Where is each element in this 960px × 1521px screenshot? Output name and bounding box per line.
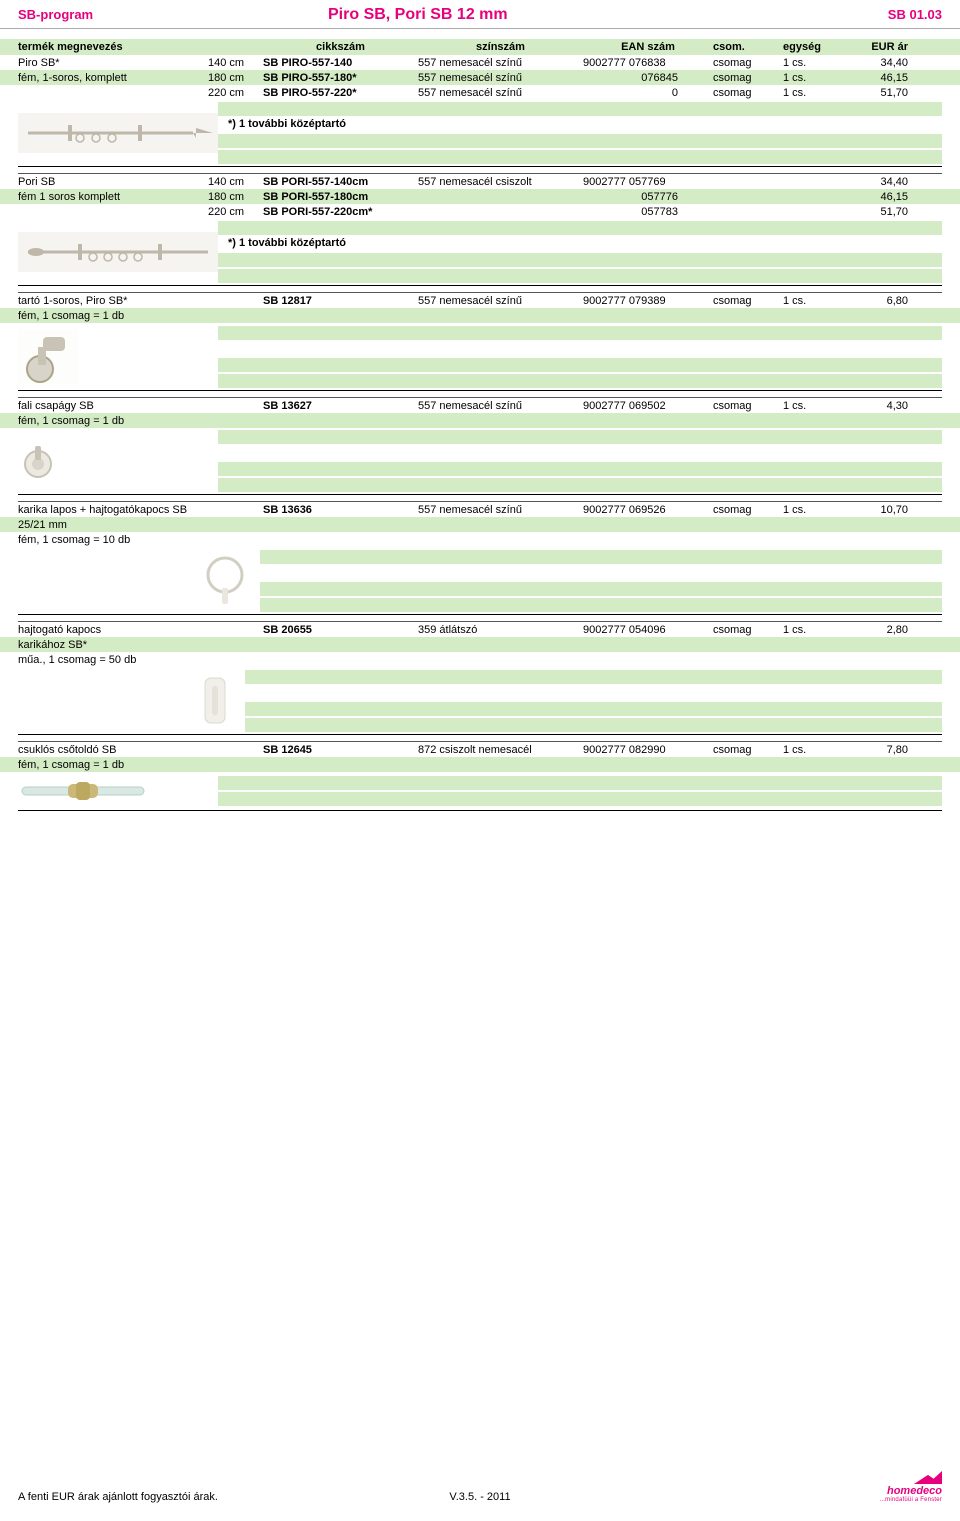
product-image-area: [0, 547, 960, 614]
table-row: fém, 1 csomag = 1 db: [0, 757, 960, 772]
table-row: csuklós csőtoldó SB SB 12645 872 csiszol…: [0, 742, 960, 757]
table-header: termék megnevezés cikkszám színszám EAN …: [0, 39, 960, 55]
product-image: [18, 774, 218, 808]
table-row: Pori SB 140 cm SB PORI-557-140cm 557 nem…: [0, 174, 960, 189]
product-image: [18, 228, 218, 276]
table-row: fém 1 soros komplett 180 cm SB PORI-557-…: [0, 189, 960, 204]
table-row: fali csapágy SB SB 13627 557 nemesacél s…: [0, 398, 960, 413]
logo-subtext: ...mindafüüi a Fenster: [880, 1497, 942, 1503]
product-image-area: [0, 323, 960, 390]
product-image: [200, 549, 260, 612]
page-footer: A fenti EUR árak ajánlott fogyasztói ára…: [18, 1471, 942, 1503]
table-row: Piro SB* 140 cm SB PIRO-557-140 557 neme…: [0, 55, 960, 70]
logo-icon: [914, 1471, 942, 1484]
th-egy: egység: [783, 41, 838, 53]
header-right: SB 01.03: [842, 7, 942, 22]
product-image: [200, 669, 245, 732]
page-header: SB-program Piro SB, Pori SB 12 mm SB 01.…: [0, 0, 960, 29]
th-cikk: cikkszám: [263, 41, 418, 53]
th-csom: csom.: [713, 41, 783, 53]
th-name: termék megnevezés: [18, 41, 208, 53]
header-left: SB-program: [18, 7, 318, 22]
table-row: karikához SB*: [0, 637, 960, 652]
table-row: tartó 1-soros, Piro SB* SB 12817 557 nem…: [0, 293, 960, 308]
th-ean: EAN szám: [583, 41, 713, 53]
product-image-area: [0, 772, 960, 810]
table-row: karika lapos + hajtogatókapocs SB SB 136…: [0, 502, 960, 517]
table-row: fém, 1 csomag = 1 db: [0, 308, 960, 323]
product-image-area: [0, 428, 960, 494]
th-eur: EUR ár: [838, 41, 908, 53]
product-image-area: *) 1 további középtartó: [0, 100, 960, 166]
product-image: [18, 438, 218, 484]
table-row: hajtogató kapocs SB 20655 359 átlátszó 9…: [0, 622, 960, 637]
table-row: 220 cm SB PIRO-557-220* 557 nemesacél sz…: [0, 85, 960, 100]
table-row: fém, 1-soros, komplett 180 cm SB PIRO-55…: [0, 70, 960, 85]
th-size: [208, 41, 263, 53]
product-image-area: [0, 667, 960, 734]
footer-center: V.3.5. - 2011: [449, 1491, 510, 1503]
product-image-area: *) 1 további középtartó: [0, 219, 960, 285]
product-image: [18, 109, 218, 157]
table-row: 220 cm SB PORI-557-220cm* 057783 51,70: [0, 204, 960, 219]
table-row: 25/21 mm: [0, 517, 960, 532]
note-text: *) 1 további középtartó: [218, 237, 346, 249]
footer-left: A fenti EUR árak ajánlott fogyasztói ára…: [18, 1491, 218, 1503]
note-text: *) 1 további középtartó: [218, 118, 346, 130]
th-szin: színszám: [418, 41, 583, 53]
table-row: fém, 1 csomag = 10 db: [0, 532, 960, 547]
brand-logo: homedeco ...mindafüüi a Fenster: [852, 1471, 942, 1503]
product-image: [18, 325, 218, 388]
table-row: műa., 1 csomag = 50 db: [0, 652, 960, 667]
logo-text: homedeco: [887, 1485, 942, 1497]
table-row: fém, 1 csomag = 1 db: [0, 413, 960, 428]
header-center: Piro SB, Pori SB 12 mm: [318, 6, 842, 24]
